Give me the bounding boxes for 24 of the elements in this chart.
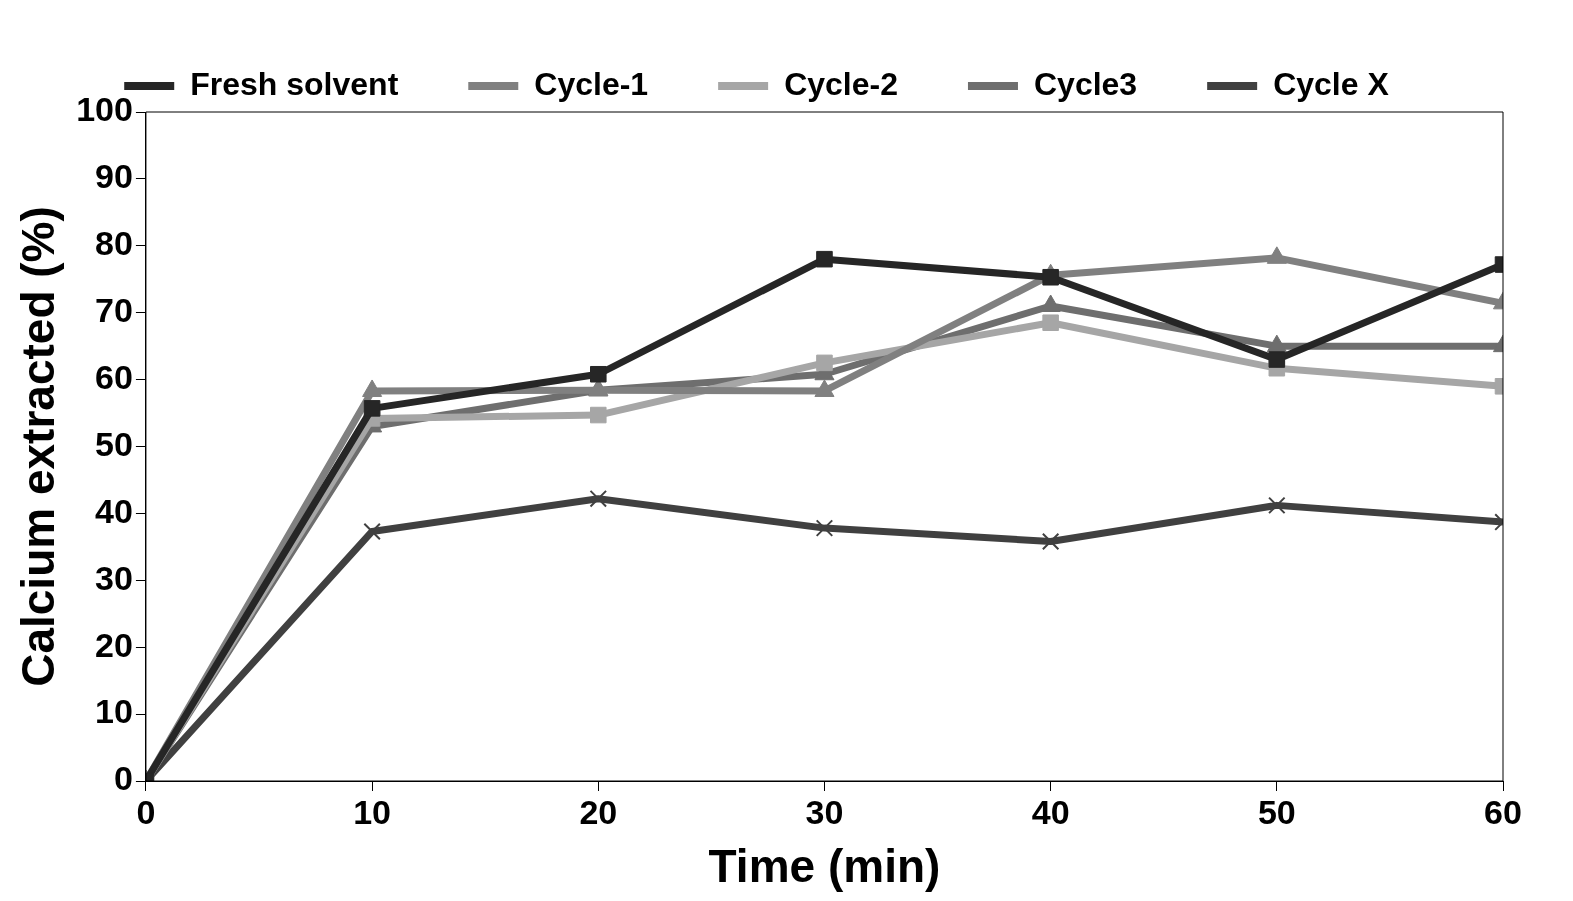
legend-label: Cycle3 (1033, 65, 1138, 102)
y-axis-title: Calcium extracted (%) (12, 206, 65, 687)
y-tick-label: 50 (95, 424, 133, 463)
x-tick-label: 30 (805, 792, 844, 831)
y-tick-label: 30 (95, 558, 133, 597)
y-tick-label: 0 (114, 759, 133, 798)
y-tick-label: 70 (95, 291, 133, 330)
y-tick-label: 10 (95, 692, 133, 731)
x-tick-label: 50 (1257, 792, 1296, 831)
x-tick-label: 10 (353, 792, 392, 831)
y-tick-label: 90 (95, 157, 133, 196)
y-tick-label: 60 (95, 357, 133, 396)
x-tick-label: 20 (579, 792, 618, 831)
x-tick-label: 60 (1484, 792, 1522, 831)
y-tick-label: 20 (95, 625, 133, 664)
legend-label: Cycle-1 (534, 65, 649, 102)
x-axis-title: Time (min) (708, 840, 941, 893)
y-tick-label: 100 (76, 90, 133, 129)
x-tick-label: 40 (1031, 792, 1070, 831)
legend-label: Cycle X (1273, 65, 1390, 102)
legend-label: Cycle-2 (784, 65, 898, 102)
y-tick-label: 80 (95, 224, 133, 263)
y-tick-label: 40 (95, 491, 133, 530)
legend-label: Fresh solvent (190, 65, 399, 102)
